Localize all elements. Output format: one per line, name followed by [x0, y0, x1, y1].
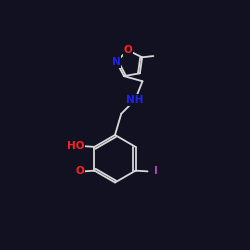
Text: O: O	[123, 45, 132, 55]
Text: N: N	[112, 57, 121, 67]
Text: O: O	[76, 166, 84, 176]
Text: I: I	[154, 166, 158, 176]
Text: HO: HO	[67, 141, 84, 151]
Text: NH: NH	[126, 95, 144, 105]
